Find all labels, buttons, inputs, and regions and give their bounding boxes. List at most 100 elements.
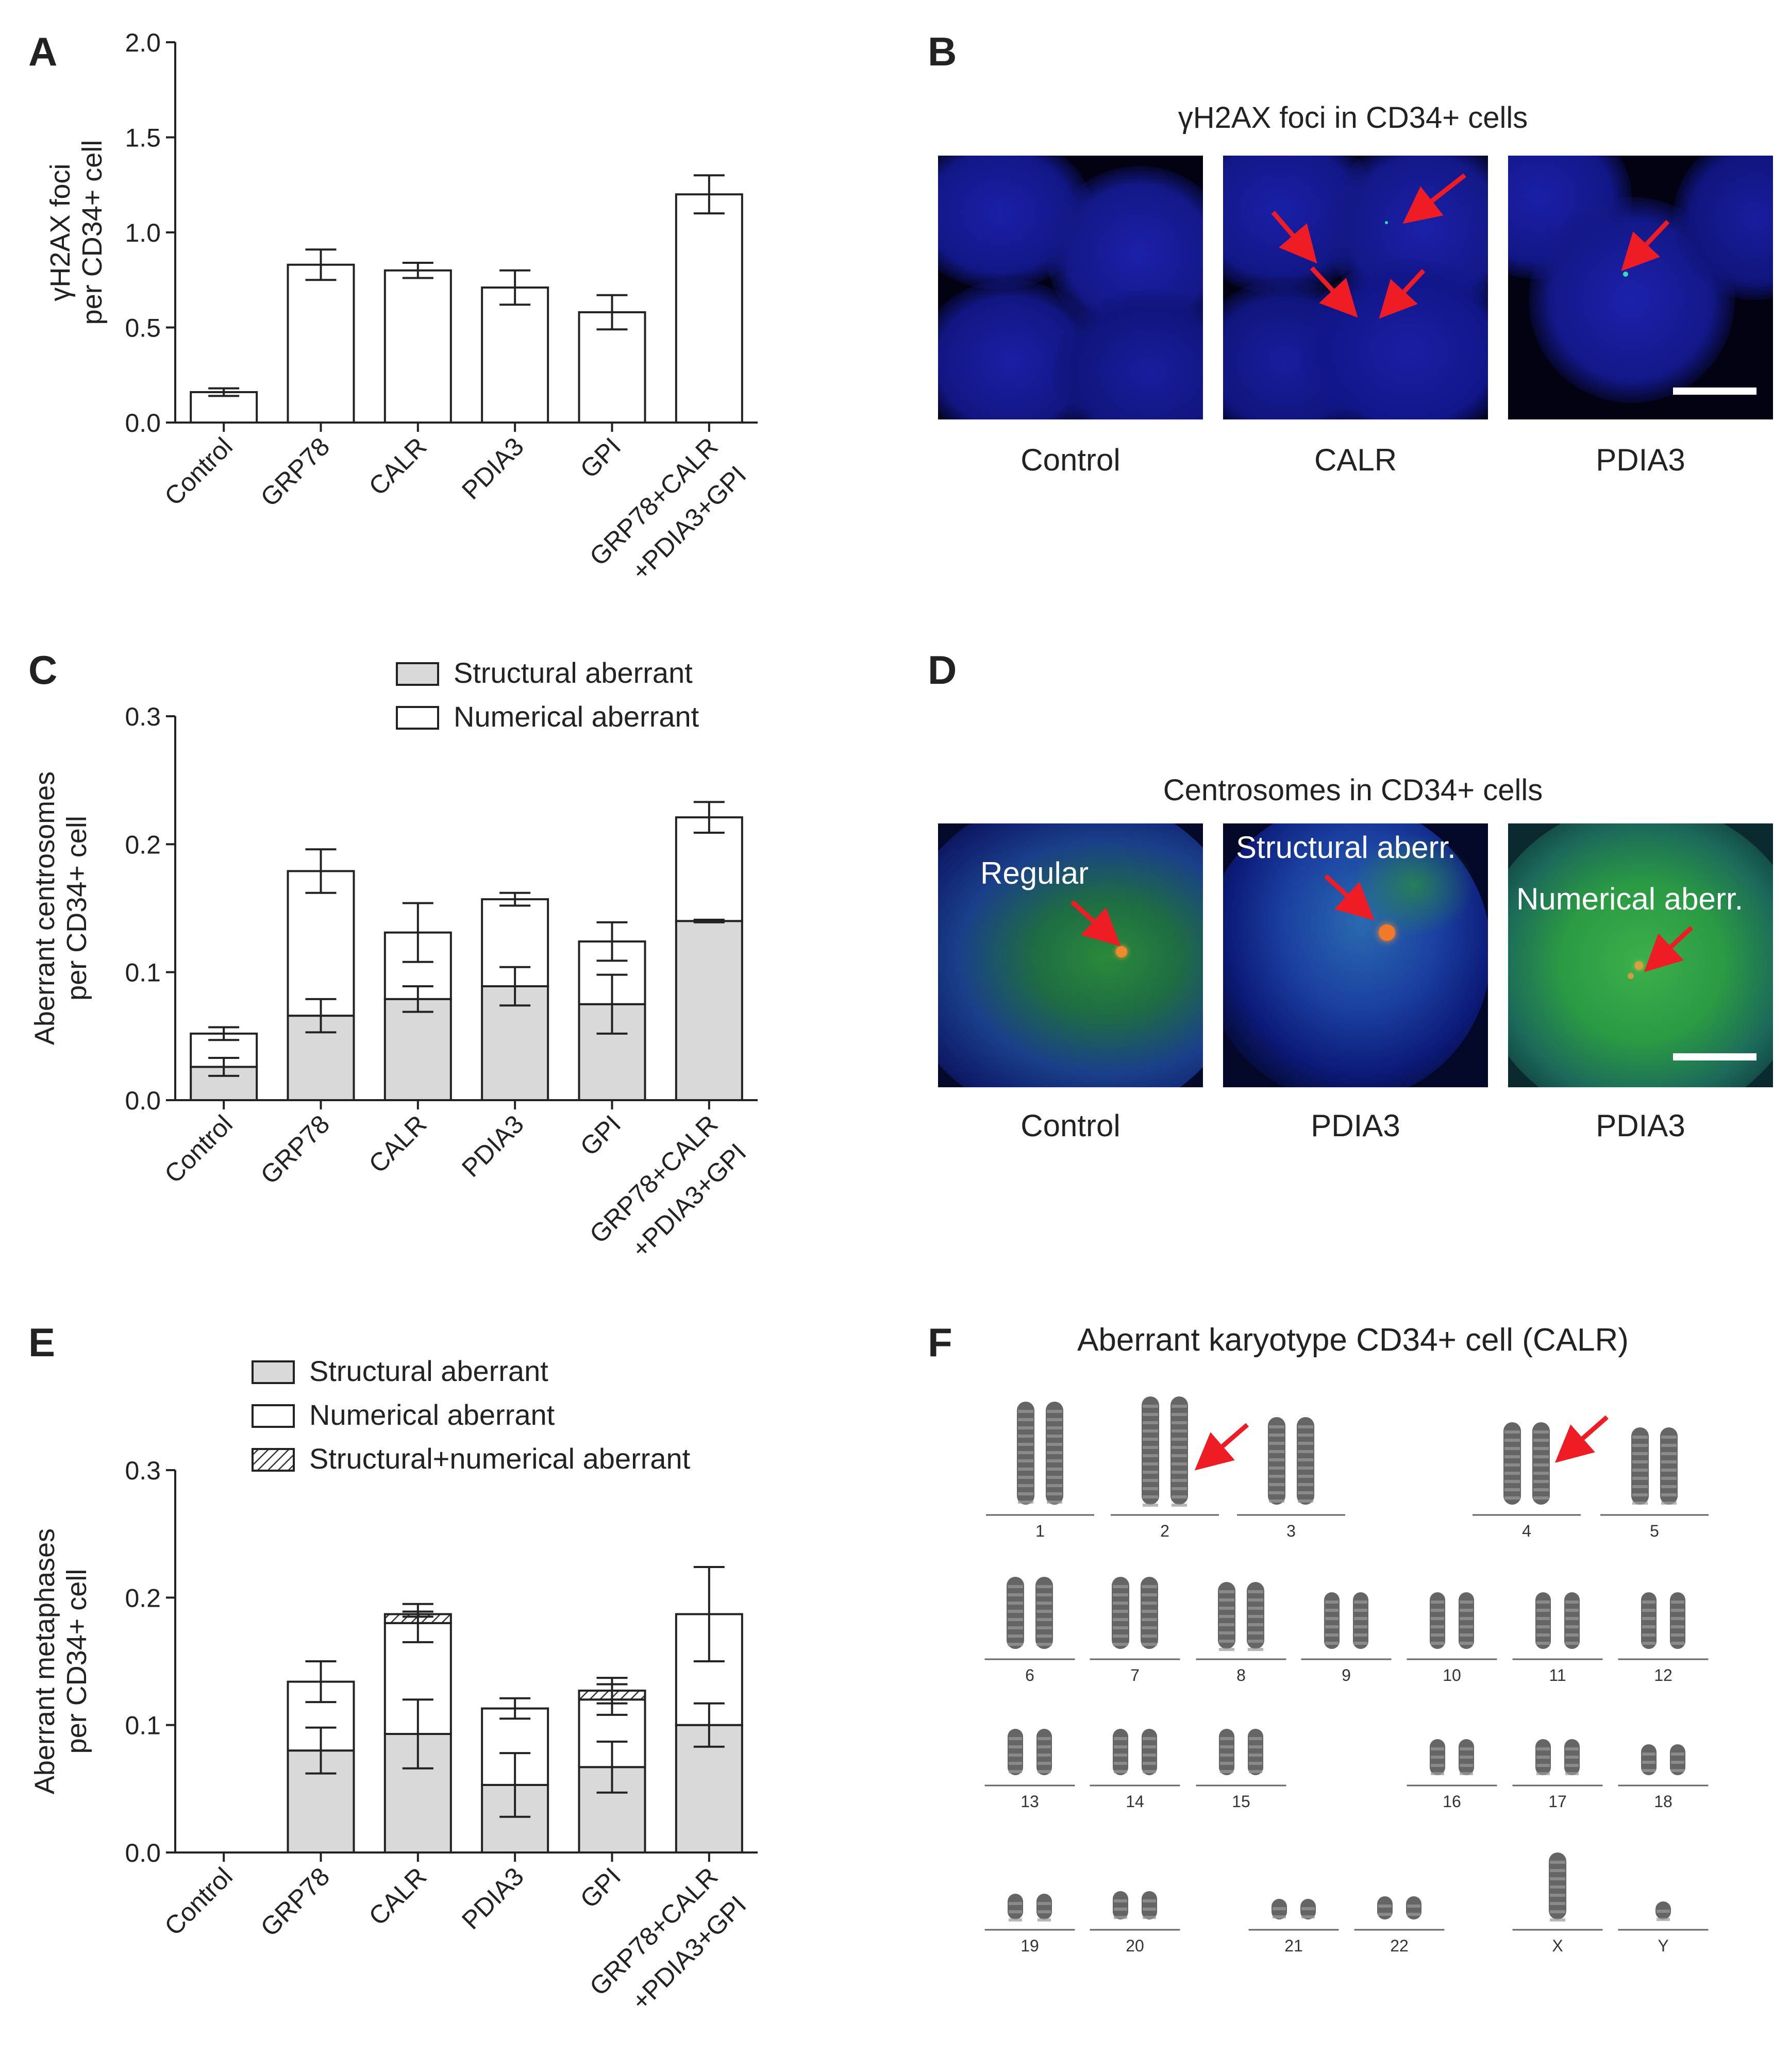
y-axis-label: per CD34+ cell bbox=[61, 1569, 92, 1754]
panel-b-title: γH2AX foci in CD34+ cells bbox=[1178, 101, 1528, 134]
chromosome-label: 6 bbox=[1025, 1666, 1034, 1684]
image-b-pdia3 bbox=[1508, 156, 1773, 419]
chromosome-pair bbox=[1655, 1901, 1671, 1921]
x-tick-label: Control bbox=[159, 1109, 238, 1189]
caption-b-pdia3: PDIA3 bbox=[1596, 443, 1685, 477]
y-tick-label: 0.1 bbox=[125, 958, 161, 987]
y-tick-label: 0.3 bbox=[125, 1456, 161, 1485]
chromosome-label: 9 bbox=[1342, 1666, 1351, 1684]
chromosome-label: 21 bbox=[1284, 1936, 1303, 1955]
chromosome-pair bbox=[1535, 1739, 1580, 1775]
error-bar bbox=[305, 1726, 337, 1775]
error-bar bbox=[693, 918, 725, 923]
error-bar bbox=[305, 998, 337, 1034]
y-axis-label: per CD34+ cell bbox=[77, 140, 108, 325]
chromosome-label: 16 bbox=[1443, 1792, 1461, 1811]
chromosome-label: 5 bbox=[1650, 1522, 1659, 1540]
chromosome-pair bbox=[1219, 1729, 1263, 1775]
legend-label: Structural aberrant bbox=[309, 1355, 548, 1387]
chromosome-label: 13 bbox=[1021, 1792, 1039, 1811]
error-bar bbox=[596, 1740, 628, 1794]
chromosome-pair bbox=[1017, 1402, 1063, 1505]
y-tick-label: 2.0 bbox=[125, 28, 161, 57]
chromosome-pair bbox=[1430, 1592, 1474, 1649]
x-tick-label: GRP78 bbox=[255, 432, 336, 512]
error-bar bbox=[305, 1660, 337, 1704]
error-bar bbox=[305, 848, 337, 894]
error-bar bbox=[693, 1565, 725, 1662]
chart-e: 0.0 0.1 0.2 0.3 Aberrant metaphases per CD34+… bbox=[29, 1355, 758, 2016]
error-bar bbox=[693, 174, 725, 215]
legend-label: Numerical aberrant bbox=[309, 1399, 555, 1431]
chromosome-label: 8 bbox=[1236, 1666, 1246, 1684]
y-tick-label: 0.0 bbox=[125, 409, 161, 437]
label-structural: Structural aberr. bbox=[1236, 830, 1456, 865]
chromosome-pair bbox=[1631, 1427, 1678, 1505]
chromosome-pair bbox=[1503, 1422, 1550, 1505]
error-bar bbox=[208, 1057, 240, 1077]
chromosome-pair bbox=[1008, 1729, 1052, 1775]
chromosome-label: 12 bbox=[1654, 1666, 1672, 1684]
panel-letter-b: B bbox=[928, 29, 957, 74]
legend-label: Structural aberrant bbox=[454, 656, 693, 689]
x-tick-label: PDIA3 bbox=[456, 432, 529, 505]
bar bbox=[190, 391, 258, 424]
chromosome-label: 1 bbox=[1035, 1522, 1045, 1540]
y-tick-label: 0.3 bbox=[125, 702, 161, 731]
caption-d-control: Control bbox=[1021, 1108, 1120, 1143]
panel-letter-c: C bbox=[28, 647, 58, 693]
error-bar bbox=[499, 891, 531, 907]
chromosome-pair bbox=[1268, 1417, 1314, 1505]
x-tick-label: CALR bbox=[363, 1109, 432, 1178]
bar bbox=[675, 920, 743, 1101]
chromosome-label: 22 bbox=[1390, 1936, 1409, 1955]
chromosome-pair bbox=[1377, 1896, 1421, 1919]
y-tick-label: 0.2 bbox=[125, 1584, 161, 1612]
chromosome-pair bbox=[1218, 1582, 1264, 1651]
caption-d-pdia3-structural: PDIA3 bbox=[1311, 1108, 1400, 1143]
y-axis-label: per CD34+ cell bbox=[61, 816, 92, 1001]
label-regular: Regular bbox=[980, 856, 1089, 890]
image-b-calr bbox=[1223, 156, 1488, 419]
chromosome-pair bbox=[1113, 1729, 1157, 1775]
y-axis-label: Aberrant centrosomes bbox=[29, 771, 60, 1045]
error-bar bbox=[596, 1677, 628, 1705]
panel-d-title: Centrosomes in CD34+ cells bbox=[1163, 773, 1543, 807]
error-bar bbox=[402, 1603, 433, 1643]
y-tick-label: 0.0 bbox=[125, 1839, 161, 1867]
x-tick-label: PDIA3 bbox=[456, 1109, 529, 1183]
error-bar bbox=[596, 973, 628, 1035]
image-d-numerical bbox=[1508, 823, 1773, 1087]
error-bar bbox=[499, 1697, 531, 1720]
bar bbox=[675, 193, 743, 424]
error-bar bbox=[305, 248, 337, 281]
chromosome-label: 4 bbox=[1522, 1522, 1531, 1540]
chromosome-pair bbox=[1142, 1396, 1188, 1507]
scale-bar bbox=[1673, 1053, 1756, 1060]
legend-label: Structural+numerical aberrant bbox=[309, 1442, 691, 1475]
label-numerical: Numerical aberr. bbox=[1516, 882, 1744, 916]
error-bar bbox=[402, 262, 433, 279]
chromosome-pair bbox=[1549, 1852, 1566, 1922]
chart-c: 0.0 0.1 0.2 0.3 Aberrant centrosomes per CD34… bbox=[29, 656, 758, 1264]
error-bar bbox=[208, 1026, 240, 1041]
bar bbox=[383, 269, 452, 424]
x-tick-label: CALR bbox=[363, 432, 432, 501]
chromosome-pair bbox=[1272, 1899, 1316, 1919]
bar bbox=[481, 287, 549, 424]
bar bbox=[287, 263, 355, 424]
bar bbox=[383, 998, 452, 1101]
y-tick-label: 0.1 bbox=[125, 1711, 161, 1740]
x-tick-label: GRP78 bbox=[255, 1862, 336, 1942]
chromosome-label: 2 bbox=[1160, 1522, 1169, 1540]
panel-letter-a: A bbox=[28, 29, 58, 74]
panel-letter-f: F bbox=[928, 1320, 952, 1365]
x-tick-label: Control bbox=[159, 1862, 238, 1941]
caption-b-calr: CALR bbox=[1314, 443, 1397, 477]
chromosome-pair bbox=[1641, 1592, 1685, 1649]
caption-b-control: Control bbox=[1021, 443, 1120, 477]
chromosome-label: 17 bbox=[1548, 1792, 1567, 1811]
chromosome-pair bbox=[1641, 1744, 1685, 1775]
error-bar bbox=[402, 1610, 433, 1618]
x-tick-label: GPI bbox=[575, 1862, 627, 1914]
